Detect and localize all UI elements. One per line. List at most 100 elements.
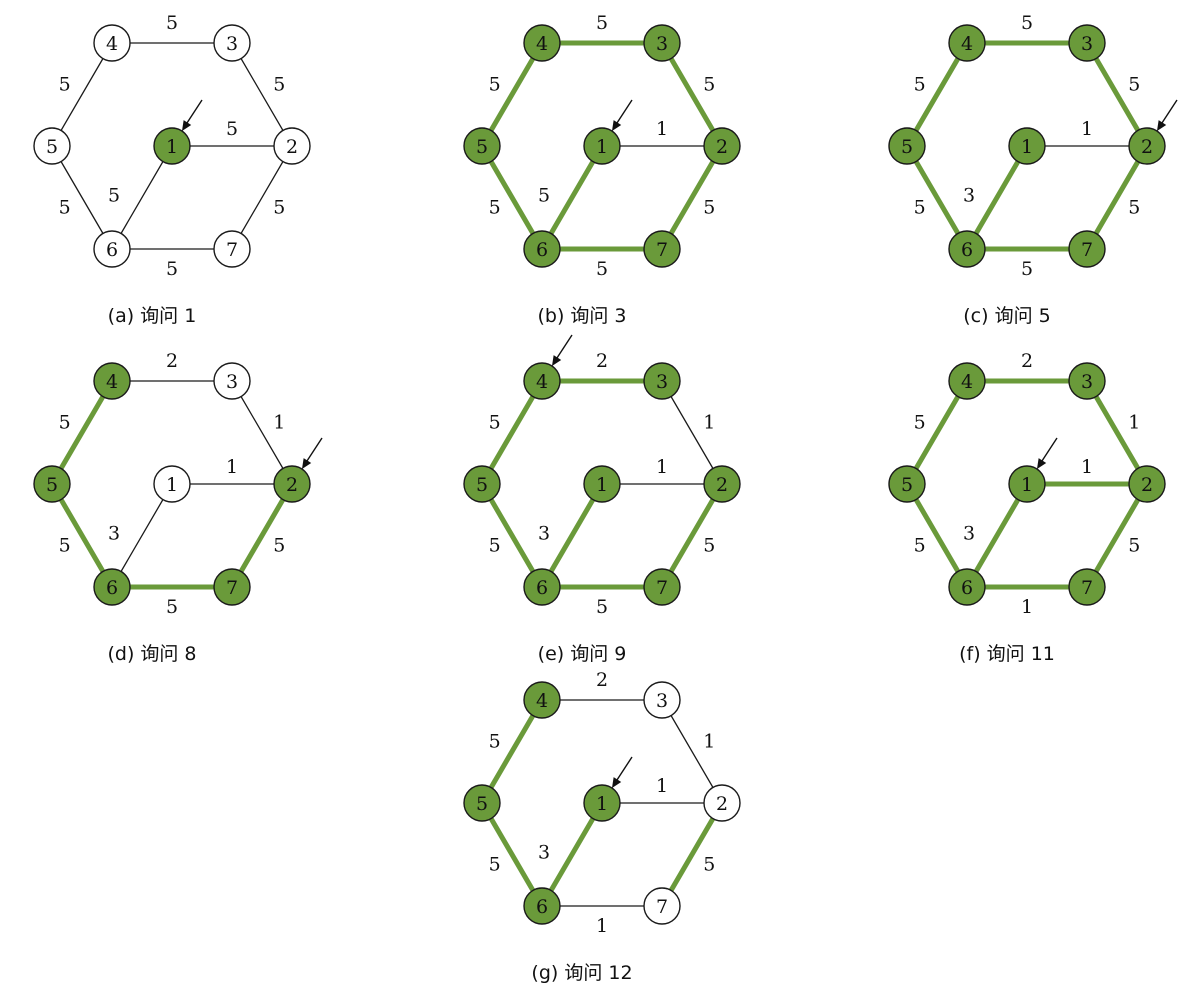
edge-weight-1-6: 5 [108, 185, 120, 207]
node-4-label: 4 [536, 690, 548, 712]
edge-weight-6-5: 5 [489, 196, 501, 218]
node-3 [213, 24, 251, 62]
panel-caption: (g) 询问 12 [531, 962, 632, 984]
edge-weight-1-2: 1 [1081, 118, 1093, 140]
node-1 [583, 127, 621, 165]
node-1 [583, 465, 621, 503]
panel-f: 2 1 5 1 5 5 1 3 1 2 3 4 5 6 7 (f) 询问 11 [888, 350, 1166, 665]
edge-3-2 [659, 41, 725, 148]
node-3 [643, 681, 681, 719]
node-1 [583, 784, 621, 822]
edge-weight-1-2: 1 [656, 775, 668, 797]
node-1-label: 1 [1021, 474, 1033, 496]
edge-weight-1-6: 5 [538, 185, 550, 207]
edge-3-2 [1084, 41, 1150, 148]
edge-weight-1-2: 5 [226, 118, 238, 140]
edge-weight-1-2: 1 [656, 456, 668, 478]
edge-weight-1-6: 3 [108, 523, 120, 545]
node-3-label: 3 [1081, 33, 1093, 55]
node-6-label: 6 [536, 577, 548, 599]
node-6 [948, 568, 986, 606]
node-3 [213, 362, 251, 400]
edge-weight-6-5: 5 [59, 534, 71, 556]
node-5 [888, 127, 926, 165]
node-2-label: 2 [716, 793, 728, 815]
edge-weight-7-6: 5 [1021, 258, 1033, 280]
panel-d: 2 1 5 5 5 5 1 3 1 2 3 4 5 6 7 (d) 询问 8 [33, 350, 323, 665]
node-2-label: 2 [1141, 136, 1153, 158]
edge-6-5 [904, 144, 970, 251]
edge-weight-3-2: 5 [703, 74, 715, 96]
edge-2-7 [659, 482, 725, 589]
node-4-label: 4 [961, 371, 973, 393]
edge-weight-2-7: 5 [703, 853, 715, 875]
node-3-label: 3 [656, 371, 668, 393]
node-7 [1068, 230, 1106, 268]
node-3 [1068, 362, 1106, 400]
edge-weight-1-6: 3 [538, 523, 550, 545]
node-7-label: 7 [226, 577, 238, 599]
edge-weight-4-3: 2 [1021, 350, 1033, 372]
edge-1-6 [964, 482, 1030, 589]
node-2-label: 2 [716, 136, 728, 158]
node-7 [213, 230, 251, 268]
node-7-label: 7 [656, 577, 668, 599]
node-5 [463, 127, 501, 165]
edge-weight-1-6: 3 [963, 185, 975, 207]
node-1 [153, 465, 191, 503]
node-1-label: 1 [596, 136, 608, 158]
node-7-label: 7 [1081, 239, 1093, 261]
node-2-label: 2 [1141, 474, 1153, 496]
edge-weight-6-5: 5 [489, 534, 501, 556]
node-4 [523, 362, 561, 400]
edge-weight-2-7: 5 [1128, 534, 1140, 556]
panel-caption: (c) 询问 5 [963, 305, 1050, 327]
edge-6-5 [479, 801, 545, 908]
edge-5-4 [479, 379, 545, 486]
node-5-label: 5 [46, 136, 58, 158]
node-1-label: 1 [166, 474, 178, 496]
node-4 [948, 362, 986, 400]
node-2 [1128, 465, 1166, 503]
node-5 [463, 465, 501, 503]
edge-6-5 [479, 482, 545, 589]
node-3 [643, 24, 681, 62]
node-4 [523, 24, 561, 62]
node-2 [273, 465, 311, 503]
panel-b: 5 5 5 5 5 5 1 5 1 2 3 4 5 6 7 (b) 询问 3 [463, 12, 741, 327]
edge-5-4 [479, 698, 545, 805]
edge-5-4 [479, 41, 545, 148]
edge-1-6 [111, 483, 173, 588]
node-4 [948, 24, 986, 62]
node-7 [213, 568, 251, 606]
edge-2-7 [659, 144, 725, 251]
node-4-label: 4 [106, 33, 118, 55]
edge-weight-5-4: 5 [489, 412, 501, 434]
pointer-arrow-icon [1157, 99, 1178, 131]
node-6-label: 6 [106, 239, 118, 261]
edge-2-7 [659, 801, 725, 908]
node-6 [523, 887, 561, 925]
edge-weight-7-6: 5 [596, 258, 608, 280]
edge-weight-7-6: 5 [166, 596, 178, 618]
node-5 [888, 465, 926, 503]
node-2-label: 2 [286, 136, 298, 158]
edge-1-6 [539, 482, 605, 589]
panel-g: 2 1 5 1 5 5 1 3 1 2 3 4 5 6 7 (g) 询问 12 [463, 669, 741, 984]
panel-caption: (e) 询问 9 [538, 643, 627, 665]
edge-weight-3-2: 1 [1128, 412, 1140, 434]
edge-weight-4-3: 2 [166, 350, 178, 372]
edge-weight-7-6: 5 [166, 258, 178, 280]
edge-2-7 [1084, 482, 1150, 589]
node-6-label: 6 [961, 577, 973, 599]
edge-weight-5-4: 5 [914, 74, 926, 96]
node-6 [93, 230, 131, 268]
node-4-label: 4 [536, 33, 548, 55]
edge-6-5 [49, 482, 115, 589]
edge-weight-3-2: 5 [273, 74, 285, 96]
node-6 [523, 230, 561, 268]
edge-5-4 [49, 379, 115, 486]
node-2 [703, 127, 741, 165]
node-4 [93, 24, 131, 62]
node-5 [33, 127, 71, 165]
